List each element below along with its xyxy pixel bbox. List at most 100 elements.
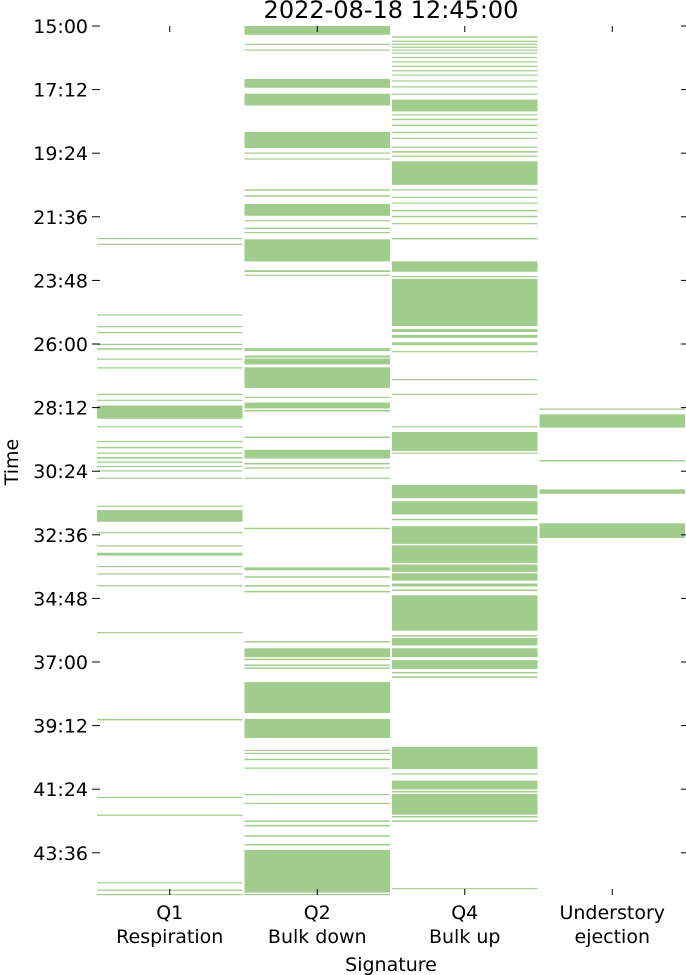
band-1-35 bbox=[244, 648, 390, 658]
band-2-65 bbox=[392, 820, 538, 822]
band-1-14 bbox=[244, 239, 390, 262]
band-1-42 bbox=[244, 752, 390, 754]
band-0-23 bbox=[97, 510, 243, 522]
band-1-49 bbox=[244, 835, 390, 837]
band-2-57 bbox=[392, 671, 538, 674]
chart-title: 2022-08-18 12:45:00 bbox=[264, 0, 519, 24]
band-2-49 bbox=[392, 573, 538, 581]
band-2-40 bbox=[392, 426, 538, 428]
band-1-12 bbox=[244, 227, 390, 230]
band-2-13 bbox=[392, 93, 538, 95]
band-2-54 bbox=[392, 638, 538, 646]
band-1-39 bbox=[244, 682, 390, 713]
band-0-14 bbox=[97, 440, 243, 443]
band-3-1 bbox=[539, 414, 685, 428]
band-2-51 bbox=[392, 589, 538, 591]
band-1-51 bbox=[244, 849, 390, 893]
y-tick-label-0: 15:00 bbox=[33, 16, 88, 38]
band-1-41 bbox=[244, 749, 390, 751]
band-0-29 bbox=[97, 585, 243, 587]
band-1-17 bbox=[244, 348, 390, 352]
band-1-22 bbox=[244, 402, 390, 409]
band-0-28 bbox=[97, 573, 243, 575]
y-tick-label-4: 23:48 bbox=[33, 270, 88, 292]
band-0-30 bbox=[97, 632, 243, 634]
band-0-7 bbox=[97, 358, 243, 360]
band-1-6 bbox=[244, 152, 390, 154]
band-0-32 bbox=[97, 796, 243, 799]
y-tick-label-11: 39:12 bbox=[33, 716, 88, 738]
band-0-3 bbox=[97, 326, 243, 328]
y-tick-label-6: 28:12 bbox=[33, 398, 88, 420]
band-0-10 bbox=[97, 399, 243, 401]
band-2-39 bbox=[392, 393, 538, 395]
y-tick-label-7: 30:24 bbox=[33, 461, 88, 483]
band-2-0 bbox=[392, 36, 538, 38]
band-2-46 bbox=[392, 526, 538, 544]
band-1-30 bbox=[244, 567, 390, 571]
band-1-1 bbox=[244, 43, 390, 45]
band-1-46 bbox=[244, 802, 390, 804]
y-tick-label-10: 37:00 bbox=[33, 652, 88, 674]
band-3-4 bbox=[539, 523, 685, 538]
y-tick-label-1: 17:12 bbox=[33, 80, 88, 102]
band-1-9 bbox=[244, 195, 390, 197]
band-1-50 bbox=[244, 844, 390, 846]
band-0-17 bbox=[97, 457, 243, 459]
band-0-11 bbox=[97, 405, 243, 409]
band-2-24 bbox=[392, 189, 538, 191]
band-2-11 bbox=[392, 80, 538, 82]
x-axis-label: Signature bbox=[345, 954, 437, 975]
band-1-13 bbox=[244, 232, 390, 234]
band-1-36 bbox=[244, 658, 390, 661]
band-2-28 bbox=[392, 215, 538, 218]
y-tick-label-13: 43:36 bbox=[33, 843, 88, 865]
band-2-22 bbox=[392, 155, 538, 157]
band-3-0 bbox=[539, 408, 685, 410]
band-0-27 bbox=[97, 565, 243, 568]
band-1-8 bbox=[244, 189, 390, 191]
band-2-12 bbox=[392, 86, 538, 88]
x-tick-label-0-line2: Respiration bbox=[116, 926, 223, 948]
band-1-25 bbox=[244, 449, 390, 459]
band-1-27 bbox=[244, 467, 390, 469]
band-0-34 bbox=[97, 882, 243, 884]
band-2-29 bbox=[392, 223, 538, 225]
band-0-13 bbox=[97, 426, 243, 428]
band-2-19 bbox=[392, 137, 538, 139]
band-0-6 bbox=[97, 348, 243, 350]
band-0-31 bbox=[97, 718, 243, 721]
band-2-9 bbox=[392, 70, 538, 72]
band-2-32 bbox=[392, 276, 538, 278]
band-1-33 bbox=[244, 590, 390, 593]
band-1-29 bbox=[244, 527, 390, 530]
x-tick-label-0-line1: Q1 bbox=[156, 902, 183, 924]
band-2-31 bbox=[392, 261, 538, 272]
band-2-27 bbox=[392, 209, 538, 212]
band-2-64 bbox=[392, 816, 538, 818]
band-2-7 bbox=[392, 61, 538, 63]
band-2-42 bbox=[392, 452, 538, 454]
band-1-37 bbox=[244, 664, 390, 666]
band-1-34 bbox=[244, 641, 390, 643]
band-0-24 bbox=[97, 532, 243, 534]
band-2-37 bbox=[392, 351, 538, 353]
band-1-4 bbox=[244, 93, 390, 106]
band-2-55 bbox=[392, 648, 538, 658]
band-2-53 bbox=[392, 635, 538, 637]
x-tick-label-1-line1: Q2 bbox=[304, 902, 331, 924]
band-2-41 bbox=[392, 432, 538, 452]
band-1-19 bbox=[244, 358, 390, 365]
band-1-23 bbox=[244, 410, 390, 412]
band-2-23 bbox=[392, 161, 538, 185]
band-2-58 bbox=[392, 676, 538, 678]
y-tick-label-8: 32:36 bbox=[33, 525, 88, 547]
band-3-3 bbox=[539, 489, 685, 494]
band-2-14 bbox=[392, 99, 538, 112]
band-2-59 bbox=[392, 746, 538, 769]
x-tick-label-3-line2: ejection bbox=[575, 926, 651, 948]
band-2-34 bbox=[392, 329, 538, 332]
x-tick-label-2-line2: Bulk up bbox=[429, 926, 501, 948]
band-2-6 bbox=[392, 56, 538, 59]
